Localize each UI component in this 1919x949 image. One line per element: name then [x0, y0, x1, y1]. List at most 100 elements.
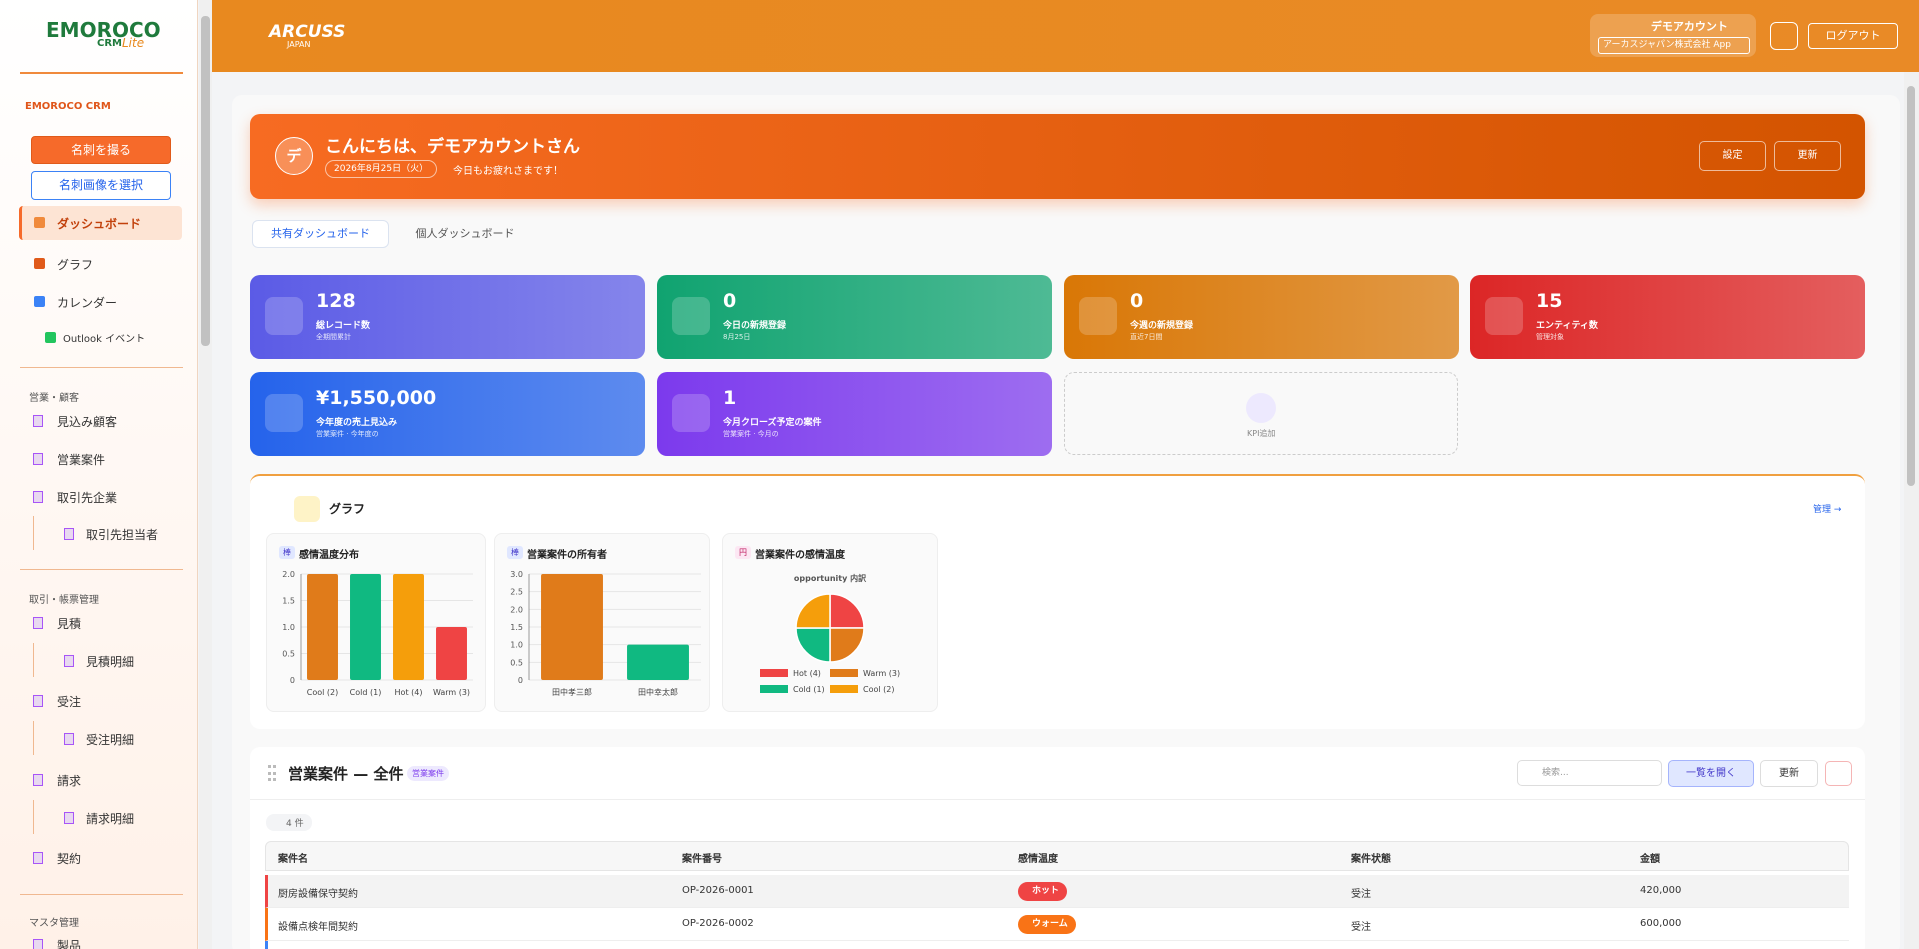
search-input[interactable]: 検索...: [1517, 760, 1662, 786]
nav-item[interactable]: 契約: [57, 852, 82, 866]
nav-item[interactable]: 受注: [57, 695, 82, 709]
group-title: 取引・帳票管理: [29, 595, 99, 606]
column-header[interactable]: 案件状態: [1351, 854, 1391, 865]
open-list-button[interactable]: 一覧を開く: [1668, 760, 1754, 787]
group-title: マスタ管理: [29, 918, 79, 929]
kpi-label: 今月クローズ予定の案件: [723, 418, 822, 428]
kpi-icon: [672, 394, 710, 432]
x-tick-label: 田中幸太郎: [638, 687, 678, 697]
column-header[interactable]: 感情温度: [1018, 854, 1058, 865]
notification-button[interactable]: [1770, 22, 1798, 50]
tree-line: [33, 516, 34, 550]
nav-icon: [45, 332, 56, 343]
scroll-thumb: [1907, 86, 1915, 486]
nav-item[interactable]: 見積: [57, 617, 82, 631]
kpi-card[interactable]: 1 今月クローズ予定の案件 営業案件 · 今月の: [657, 372, 1052, 456]
nav-item[interactable]: グラフ: [57, 258, 94, 272]
divider: [20, 367, 183, 368]
column-header[interactable]: 案件名: [278, 854, 308, 865]
kpi-value: 0: [723, 290, 737, 312]
user-box: [1590, 14, 1756, 57]
legend-label: Hot (4): [793, 669, 821, 678]
nav-item[interactable]: ダッシュボード: [57, 217, 142, 231]
nav-icon: [33, 939, 43, 949]
nav-item[interactable]: 営業案件: [57, 453, 106, 467]
nav-item[interactable]: 請求: [57, 774, 82, 788]
kpi-card[interactable]: 128 総レコード数 全期間累計: [250, 275, 645, 359]
chart-badge: 円: [735, 546, 751, 559]
avatar: デ: [275, 137, 313, 175]
divider: [20, 894, 183, 895]
kpi-icon: [672, 297, 710, 335]
legend-label: Cool (2): [863, 685, 894, 694]
x-tick-label: Cool (2): [307, 688, 338, 697]
refresh-button[interactable]: 更新: [1760, 760, 1818, 787]
settings-button[interactable]: 設定: [1699, 141, 1766, 171]
nav-item[interactable]: 受注明細: [86, 733, 135, 747]
pie-slice: [829, 627, 865, 663]
y-tick-label: 0: [290, 676, 295, 685]
refresh-button[interactable]: 更新: [1774, 141, 1841, 171]
kpi-sub: 8月25日: [723, 333, 751, 341]
chart-title: 営業案件の感情温度: [755, 550, 845, 561]
nav-item[interactable]: 取引先企業: [57, 491, 118, 505]
kpi-add-card[interactable]: KPI追加: [1064, 372, 1458, 455]
bar: [350, 574, 381, 680]
table-header: [265, 841, 1849, 871]
nav-item[interactable]: 請求明細: [86, 812, 135, 826]
nav-item[interactable]: Outlook イベント: [63, 334, 146, 345]
legend-swatch: [830, 669, 858, 677]
bar: [307, 574, 338, 680]
kpi-value: ¥1,550,000: [316, 387, 437, 409]
sidebar: EMOROCO CRM Lite EMOROCO CRM 名刺を撮る 名刺画像を選択 ダッシ…: [0, 0, 198, 949]
kpi-value: 128: [316, 290, 356, 312]
column-header[interactable]: 金額: [1640, 854, 1660, 865]
tab[interactable]: 個人ダッシュボード: [415, 227, 515, 240]
nav-icon: [34, 217, 45, 228]
column-header[interactable]: 案件番号: [682, 854, 722, 865]
kpi-card[interactable]: 15 エンティティ数 管理対象: [1470, 275, 1865, 359]
y-tick-label: 0.5: [282, 650, 295, 659]
nav-item[interactable]: カレンダー: [57, 296, 118, 310]
chart-title: 感情温度分布: [299, 550, 359, 561]
nav-item[interactable]: 製品: [57, 939, 82, 949]
tab[interactable]: 共有ダッシュボード: [252, 220, 389, 248]
select-image-button[interactable]: 名刺画像を選択: [31, 171, 171, 200]
section-title: EMOROCO CRM: [25, 101, 111, 112]
nav-icon: [34, 258, 45, 269]
close-button[interactable]: [1825, 761, 1852, 786]
table-cell: 設備点検年間契約: [278, 922, 358, 933]
nav-item[interactable]: 見込み顧客: [57, 415, 118, 429]
brand: ARCUSS: [269, 22, 346, 42]
y-tick-label: 0: [518, 676, 523, 685]
capture-button[interactable]: 名刺を撮る: [31, 136, 171, 164]
bar: [627, 644, 689, 680]
chart-badge: 棒: [279, 546, 295, 559]
kpi-value: 15: [1536, 290, 1563, 312]
legend-swatch: [830, 685, 858, 693]
table-cell: 厨房設備保守契約: [278, 889, 358, 900]
kpi-card[interactable]: 0 今日の新規登録 8月25日: [657, 275, 1052, 359]
kpi-card[interactable]: 0 今週の新規登録 直近7日間: [1064, 275, 1459, 359]
manage-link[interactable]: 管理 →: [1813, 505, 1842, 515]
legend-label: Warm (3): [863, 669, 900, 678]
kpi-icon: [1079, 297, 1117, 335]
table-cell: 受注: [1351, 922, 1371, 933]
kpi-sub: 全期間累計: [316, 333, 351, 341]
table-cell: 420,000: [1640, 885, 1682, 896]
kpi-card[interactable]: ¥1,550,000 今年度の売上見込み 営業案件 · 今年度の: [250, 372, 645, 456]
header: ARCUSS JAPAN デモアカウント アーカスジャパン株式会社 App ログアウト: [212, 0, 1919, 72]
kpi-icon: [1485, 297, 1523, 335]
chart: 0 0.5 1.0 1.5 2.0 Cool (2) Cold (1) Hot (4) Warm…: [282, 570, 473, 697]
nav-item[interactable]: 見積明細: [86, 655, 135, 669]
x-tick-label: 田中孝三郎: [552, 687, 592, 697]
logout-button[interactable]: ログアウト: [1808, 23, 1898, 49]
table-row-partial: [265, 941, 1849, 949]
legend-swatch: [760, 685, 788, 693]
nav-item[interactable]: 取引先担当者: [86, 528, 159, 542]
nav-icon: [33, 774, 43, 786]
table-cell: 600,000: [1640, 918, 1682, 929]
company-select[interactable]: アーカスジャパン株式会社 App: [1598, 37, 1750, 54]
y-tick-label: 1.0: [510, 641, 523, 650]
